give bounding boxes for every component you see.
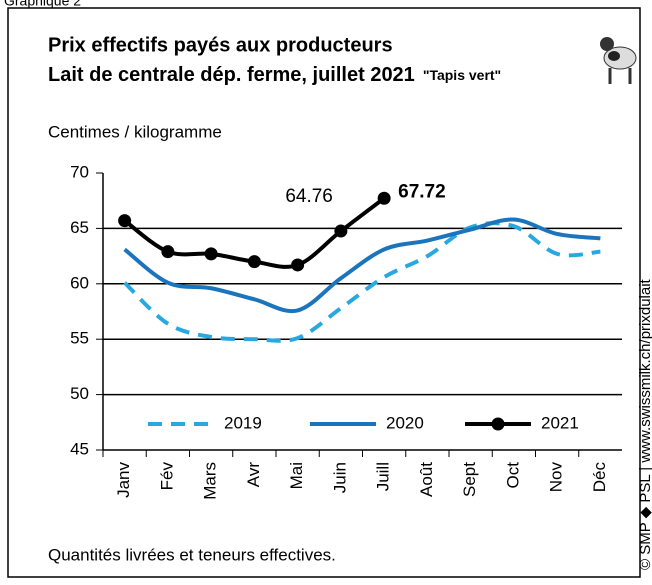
x-tick-label: Janv [114,462,133,498]
marker [161,245,175,259]
frame [7,7,641,578]
subtitle-text: Lait de centrale dép. ferme, juillet 202… [48,64,415,86]
chart-title: Prix effectifs payés aux producteurs [48,34,393,56]
cow-icon [600,37,637,84]
x-tick-label: Mars [201,462,220,500]
legend-label: 2021 [541,413,579,432]
x-tick-label: Juin [330,462,349,493]
legend-label: 2019 [224,413,262,432]
y-tick-label: 70 [70,162,89,181]
x-tick-label: Avr [244,462,263,488]
x-tick-label: Juill [374,462,393,491]
data-label: 64.76 [285,186,333,207]
marker [334,224,348,238]
marker [247,255,261,269]
marker [377,191,391,205]
y-axis-label: Centimes / kilogramme [48,122,222,141]
series-line [123,221,601,343]
y-tick-label: 60 [70,273,89,292]
legend-label: 2020 [386,413,424,432]
y-tick-label: 45 [70,439,89,458]
x-tick-label: Août [417,462,436,497]
y-tick-label: 65 [70,218,89,237]
x-tick-label: Mai [287,462,306,489]
x-tick-label: Oct [503,462,522,489]
x-tick-label: Sept [460,462,479,497]
data-label: 67.72 [398,181,446,202]
x-tick-label: Déc [590,462,609,493]
series-line [123,217,601,314]
y-tick-label: 55 [70,329,89,348]
y-tick-label: 50 [70,384,89,403]
marker [118,214,132,228]
legend-marker [491,417,505,431]
marker [204,247,218,261]
x-tick-label: Nov [547,462,566,493]
chart-subtitle: Lait de centrale dép. ferme, juillet 202… [48,64,501,86]
footnote: Quantités livrées et teneurs effectives. [48,545,336,564]
x-tick-label: Fév [157,462,176,491]
source: © SMP ◆ PSL | www.swissmilk.ch/prixdulai… [637,278,652,570]
caption: Graphique 2 [4,0,81,9]
marker [291,258,305,272]
subtitle-note: "Tapis vert" [423,67,501,83]
